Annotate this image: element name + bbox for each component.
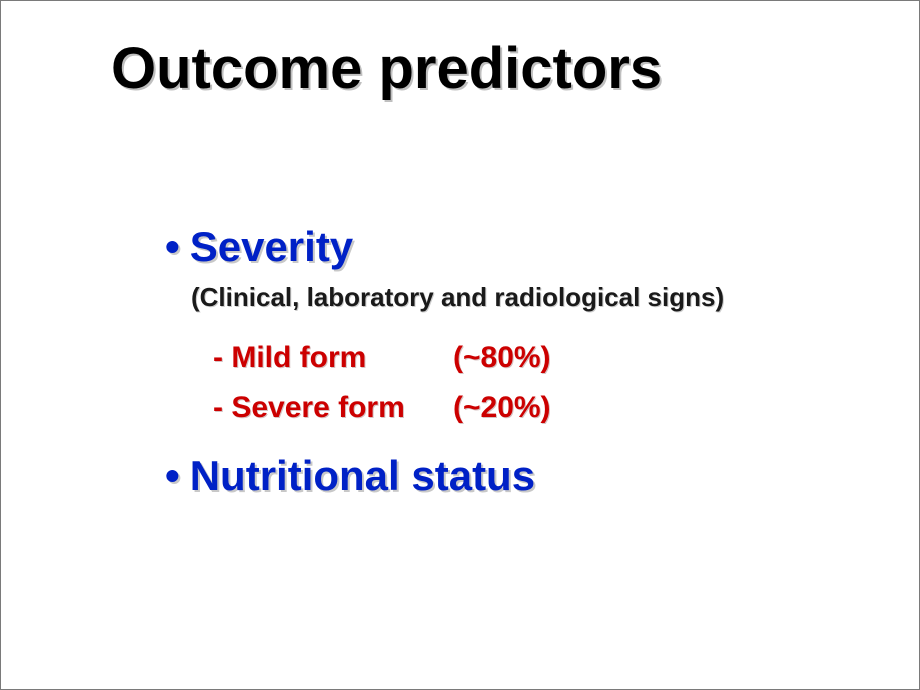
form-mild-label: - Mild form: [213, 341, 453, 375]
slide-container: Outcome predictors •Severity (Clinical, …: [0, 0, 920, 690]
forms-list: - Mild form(~80%) - Severe form(~20%): [213, 341, 849, 425]
form-mild-value: (~80%): [453, 341, 551, 374]
slide-title: Outcome predictors: [111, 35, 849, 102]
form-severe-label: - Severe form: [213, 391, 453, 425]
bullet-severity: •Severity: [165, 222, 849, 272]
bullet-nutritional: •Nutritional status: [165, 451, 849, 501]
bullet-dot-icon: •: [165, 452, 190, 499]
bullet-nutritional-label: Nutritional status: [190, 452, 535, 499]
form-severe-value: (~20%): [453, 391, 551, 424]
severity-subtitle: (Clinical, laboratory and radiological s…: [191, 282, 849, 313]
bullet-severity-label: Severity: [190, 223, 353, 270]
bullet-dot-icon: •: [165, 223, 190, 270]
form-severe: - Severe form(~20%): [213, 391, 849, 425]
form-mild: - Mild form(~80%): [213, 341, 849, 375]
